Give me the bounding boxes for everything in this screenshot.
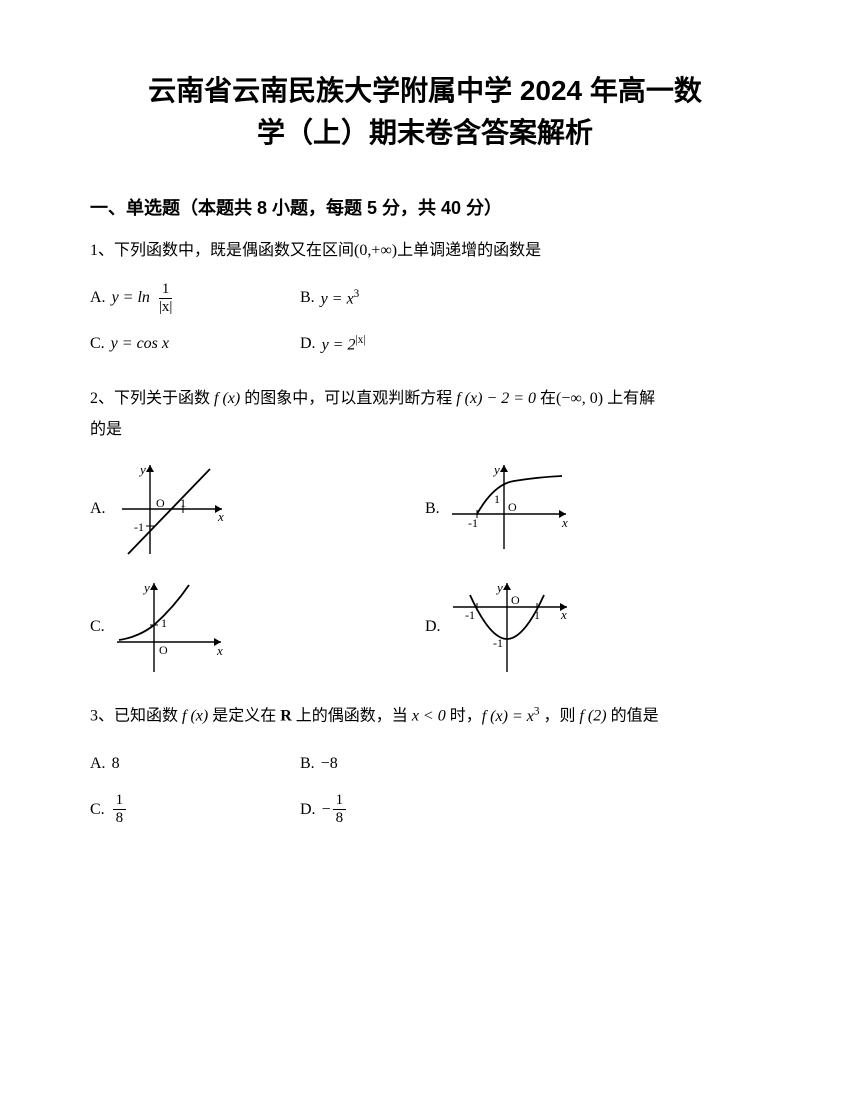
- q1-a-frac: 1 |x|: [156, 281, 176, 316]
- q1-option-b: B. y = x3: [300, 280, 560, 316]
- q2-text: 2、下列关于函数 f (x) 的图象中，可以直观判断方程 f (x) − 2 =…: [90, 384, 760, 445]
- q1-text: 1、下列函数中，既是偶函数又在区间(0,+∞)上单调递增的函数是: [90, 236, 760, 266]
- svg-text:y: y: [492, 462, 500, 477]
- exam-title: 云南省云南民族大学附属中学 2024 年高一数 学（上）期末卷含答案解析: [90, 70, 760, 154]
- q3-fx: f (x): [182, 708, 208, 725]
- q2-graph-c: C. y x O 1: [90, 577, 425, 677]
- q1-d-base: y = 2: [322, 337, 356, 354]
- q3-cond: x < 0: [412, 708, 446, 725]
- q3-options-row1: A. 8 B. −8: [90, 746, 760, 782]
- q3-c-den: 8: [113, 810, 127, 827]
- svg-text:y: y: [495, 580, 503, 595]
- q1-option-d: D. y = 2|x|: [300, 326, 560, 362]
- q3-option-a: A. 8: [90, 746, 300, 782]
- q3-d-label: D.: [300, 801, 316, 819]
- q3-c-label: C.: [90, 801, 105, 819]
- svg-text:y: y: [138, 462, 146, 477]
- q3-m4: ，则: [539, 708, 579, 725]
- q1-d-sup: |x|: [355, 334, 365, 346]
- q1-options-row2: C. y = cos x D. y = 2|x|: [90, 326, 760, 362]
- svg-text:x: x: [560, 607, 567, 622]
- graph-c-svg: y x O 1: [109, 577, 229, 677]
- svg-text:O: O: [508, 500, 517, 514]
- svg-text:-1: -1: [134, 520, 144, 534]
- q1-option-a: A. y = ln 1 |x|: [90, 280, 300, 316]
- q1-a-pre: y = ln: [112, 289, 150, 306]
- q3-a-label: A.: [90, 755, 106, 773]
- svg-text:O: O: [159, 643, 168, 657]
- q3-d-num: 1: [333, 792, 347, 810]
- q1-a-num: 1: [159, 281, 173, 299]
- q1-a-den: |x|: [156, 299, 176, 316]
- q3-text: 3、已知函数 f (x) 是定义在 R 上的偶函数，当 x < 0 时，f (x…: [90, 701, 760, 732]
- q1-c-label: C.: [90, 335, 105, 353]
- svg-text:x: x: [561, 515, 568, 530]
- q3-end: 的值是: [607, 708, 659, 725]
- svg-text:-1: -1: [465, 608, 475, 622]
- q1-d-label: D.: [300, 335, 316, 353]
- q3-d-neg: −: [322, 801, 331, 819]
- q2-post2: 的是: [90, 421, 122, 438]
- svg-text:O: O: [511, 593, 520, 607]
- title-line2: 学（上）期末卷含答案解析: [257, 117, 593, 148]
- q3-options-row2: C. 1 8 D. − 1 8: [90, 792, 760, 828]
- q3-m3: 时，: [446, 708, 482, 725]
- q2-graph-a: A. y x O 1 -1: [90, 459, 425, 559]
- q3-R: R: [280, 708, 292, 725]
- svg-text:1: 1: [494, 492, 500, 506]
- q2-graphs-row1: A. y x O 1 -1 B. y x O 1 -1: [90, 459, 760, 559]
- q1-b-expr: y = x3: [321, 288, 360, 308]
- q3-pre: 3、已知函数: [90, 708, 182, 725]
- q3-d-den: 8: [333, 810, 347, 827]
- q1-c-expr: y = cos x: [111, 335, 169, 353]
- svg-text:O: O: [156, 496, 165, 510]
- q3-def-base: f (x) = x: [482, 708, 534, 725]
- q3-def: f (x) = x3: [482, 708, 540, 725]
- q2-mid: 的图象中，可以直观判断方程: [240, 390, 456, 407]
- graph-a-svg: y x O 1 -1: [110, 459, 230, 559]
- q2-post1: 在(−∞, 0) 上有解: [536, 390, 655, 407]
- q2-eq: f (x) − 2 = 0: [456, 390, 536, 407]
- q2-pre: 2、下列关于函数: [90, 390, 214, 407]
- svg-text:y: y: [142, 580, 150, 595]
- q1-d-expr: y = 2|x|: [322, 334, 366, 354]
- q2-graph-b: B. y x O 1 -1: [425, 459, 760, 559]
- q2-graphs-row2: C. y x O 1 D. y x O 1 -1 -1: [90, 577, 760, 677]
- q2-graph-d: D. y x O 1 -1 -1: [425, 577, 760, 677]
- q3-b-label: B.: [300, 755, 315, 773]
- q3-option-d: D. − 1 8: [300, 792, 560, 828]
- q2-fx: f (x): [214, 390, 240, 407]
- q1-b-sup: 3: [354, 288, 360, 300]
- graph-d-svg: y x O 1 -1 -1: [445, 577, 575, 677]
- q1-a-label: A.: [90, 289, 106, 307]
- q3-option-b: B. −8: [300, 746, 560, 782]
- q3-m2: 上的偶函数，当: [292, 708, 412, 725]
- svg-text:-1: -1: [468, 516, 478, 530]
- q3-c-num: 1: [113, 792, 127, 810]
- section-header: 一、单选题（本题共 8 小题，每题 5 分，共 40 分）: [90, 194, 760, 220]
- q1-option-c: C. y = cos x: [90, 326, 300, 362]
- q3-c-frac: 1 8: [113, 792, 127, 827]
- q1-b-label: B.: [300, 289, 315, 307]
- q3-a-val: 8: [112, 755, 120, 773]
- q3-d-frac: 1 8: [333, 792, 347, 827]
- q3-f2: f (2): [579, 708, 606, 725]
- graph-b-svg: y x O 1 -1: [444, 459, 574, 559]
- q1-a-expr: y = ln 1 |x|: [112, 281, 178, 316]
- svg-text:x: x: [217, 509, 224, 524]
- q3-option-c: C. 1 8: [90, 792, 300, 828]
- svg-text:x: x: [216, 643, 223, 658]
- q2-c-label: C.: [90, 618, 105, 636]
- q2-a-label: A.: [90, 500, 106, 518]
- q3-m1: 是定义在: [208, 708, 280, 725]
- q2-b-label: B.: [425, 500, 440, 518]
- q2-d-label: D.: [425, 618, 441, 636]
- q3-b-val: −8: [321, 755, 338, 773]
- q1-options-row1: A. y = ln 1 |x| B. y = x3: [90, 280, 760, 316]
- title-line1: 云南省云南民族大学附属中学 2024 年高一数: [148, 75, 702, 106]
- q1-b-base: y = x: [321, 291, 354, 308]
